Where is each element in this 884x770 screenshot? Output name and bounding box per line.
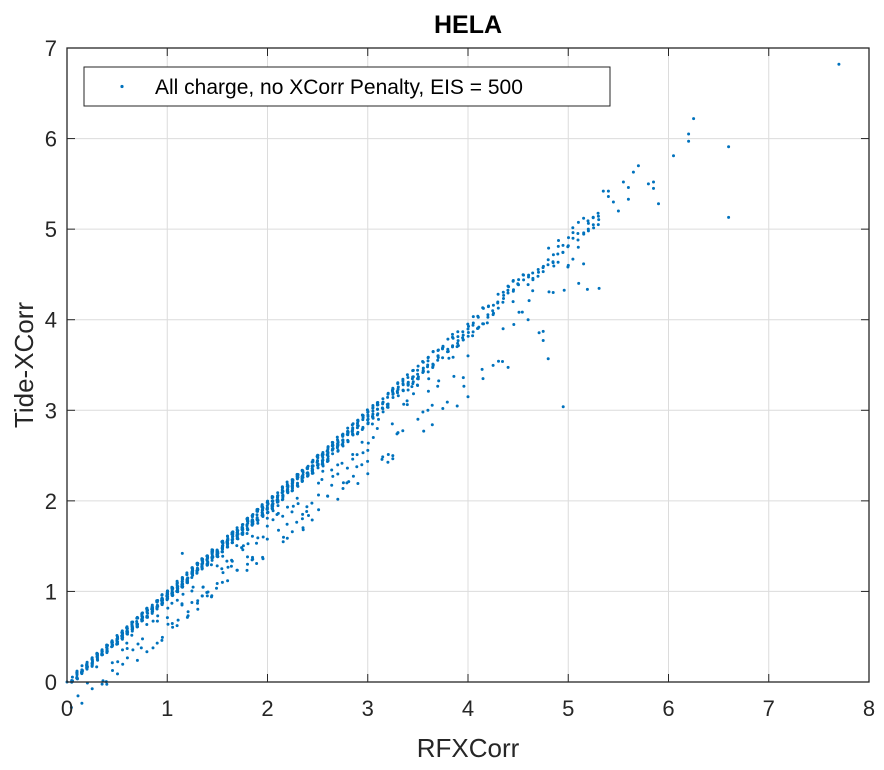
x-tick-label: 7	[763, 696, 775, 721]
legend: All charge, no XCorr Penalty, EIS = 500	[83, 66, 611, 107]
x-tick-label: 2	[261, 696, 273, 721]
legend-box	[83, 66, 611, 107]
y-tick-label: 2	[45, 489, 57, 514]
y-tick-label: 7	[45, 36, 57, 61]
axis-ticks: 0 1 2 3 4 5 6 7 8 0 1 2 3 4 5 6 7	[45, 36, 875, 721]
y-axis-label: Tide-XCorr	[9, 302, 39, 429]
x-tick-label: 8	[863, 696, 875, 721]
scatter-points	[65, 62, 841, 709]
legend-entry-label: All charge, no XCorr Penalty, EIS = 500	[155, 76, 523, 99]
x-tick-label: 0	[61, 696, 73, 721]
y-tick-label: 5	[45, 217, 57, 242]
x-tick-label: 6	[662, 696, 674, 721]
x-axis-label: RFXCorr	[417, 733, 520, 763]
legend-marker-icon	[120, 84, 124, 89]
y-tick-label: 0	[45, 670, 57, 695]
y-tick-label: 6	[45, 127, 57, 152]
x-tick-label: 3	[362, 696, 374, 721]
y-tick-label: 4	[45, 308, 57, 333]
y-tick-label: 1	[45, 579, 57, 604]
x-tick-label: 4	[462, 696, 474, 721]
x-tick-label: 1	[161, 696, 173, 721]
grid-lines	[67, 48, 869, 682]
y-tick-label: 3	[45, 398, 57, 423]
chart-title: HELA	[434, 11, 502, 39]
x-tick-label: 5	[562, 696, 574, 721]
